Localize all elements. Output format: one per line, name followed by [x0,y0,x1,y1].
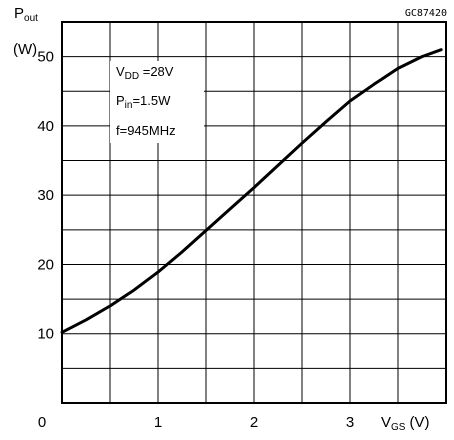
y-tick-labels: 10 20 30 40 50 [37,49,54,343]
annotation-box-bg [110,61,204,143]
x-axis-label-main: V [381,414,391,431]
plot-frame [61,21,447,404]
y-tick-label: 20 [37,256,54,273]
series-layer [60,48,443,334]
x-tick-label: 2 [250,414,258,431]
annotation-vdd: VDD =28V [116,64,174,82]
grid [62,22,446,403]
y-axis-label: Pout [14,5,38,24]
figure-code: GC87420 [405,8,447,19]
series-line-0 [60,48,443,334]
annotation-box: VDD =28V Pin=1.5W f=945MHz [116,64,176,138]
y-tick-label: 50 [37,49,54,66]
x-tick-label: 3 [346,414,354,431]
y-axis-label-main: P [14,5,24,22]
x-tick-label: 1 [154,414,162,431]
y-tick-label: 10 [37,326,54,343]
y-axis-label-sub: out [24,13,38,24]
x-axis-label: VGS (V) [381,414,429,433]
y-axis-unit: (W) [13,41,37,58]
y-tick-label: 40 [37,118,54,135]
annotation-pin: Pin=1.5W [116,93,171,111]
x-axis-unit: (V) [409,414,429,431]
x-tick-labels: 0 1 2 3 [38,414,354,431]
y-tick-label: 30 [37,187,54,204]
x-tick-label: 0 [38,414,46,431]
annotation-freq: f=945MHz [116,123,176,138]
x-axis-label-sub: GS [391,422,406,433]
